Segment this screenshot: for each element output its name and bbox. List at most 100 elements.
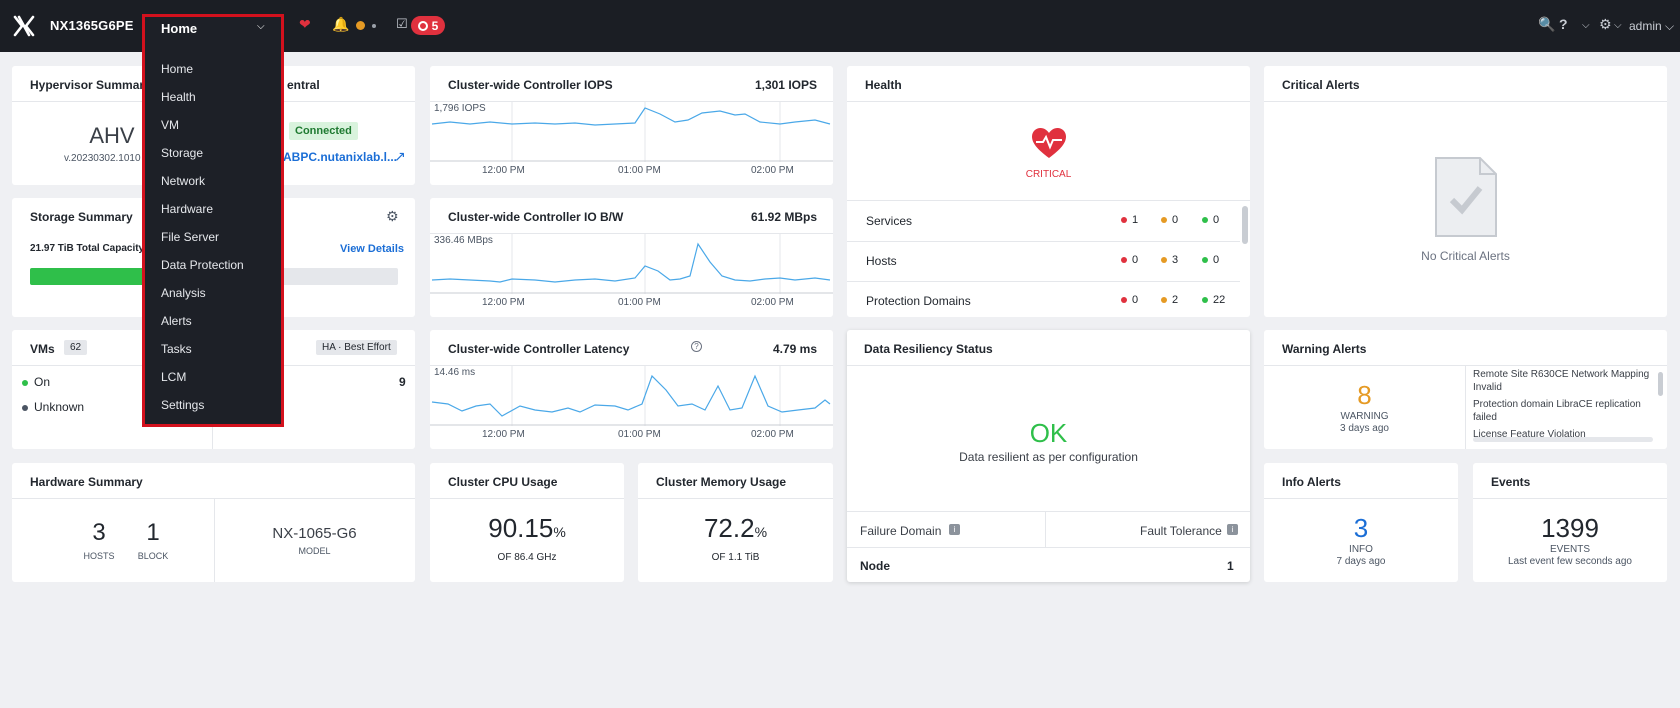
widget-title: Warning Alerts	[1282, 342, 1367, 356]
good-count: 22	[1202, 294, 1225, 306]
alert-count-badge[interactable]: 5	[411, 16, 445, 35]
gear-icon[interactable]: ⚙	[386, 208, 399, 224]
user-name: admin	[1629, 19, 1662, 33]
info-count[interactable]: 3	[1353, 513, 1369, 543]
row-label: Services	[866, 214, 913, 228]
external-link-icon[interactable]: ↗	[394, 148, 406, 164]
divider	[847, 281, 1240, 282]
info-label: INFO	[1349, 544, 1373, 555]
info-icon[interactable]: i	[949, 524, 960, 535]
tasks-icon[interactable]: ☑	[396, 16, 408, 31]
nutanix-logo-icon[interactable]	[12, 14, 36, 38]
critical-count: 1	[1121, 214, 1138, 226]
menu-item-alerts[interactable]: Alerts	[161, 314, 192, 328]
warning-value: 0	[1172, 214, 1179, 226]
menu-item-vm[interactable]: VM	[161, 118, 179, 132]
menu-item-network[interactable]: Network	[161, 174, 206, 188]
prism-central-link[interactable]: ABPC.nutanixlab.l...	[283, 150, 398, 164]
view-details-link[interactable]: View Details	[340, 243, 404, 255]
info-icon[interactable]: i	[1227, 524, 1238, 535]
dropdown-header[interactable]: Home	[161, 21, 198, 36]
prism-central-title: entral	[287, 78, 320, 92]
scrollbar[interactable]	[1242, 206, 1248, 244]
help-icon[interactable]: ?	[691, 341, 702, 352]
divider	[847, 200, 1250, 201]
menu-item-home[interactable]: Home	[161, 62, 194, 76]
scrollbar[interactable]	[1658, 372, 1663, 396]
divider	[847, 365, 1250, 366]
menu-item-hardware[interactable]: Hardware	[161, 202, 214, 216]
cpu-value: 90.15	[488, 513, 554, 543]
chevron-down-icon[interactable]: ⌵	[257, 21, 265, 32]
controller-bandwidth-widget: Cluster-wide Controller IO B/W 61.92 MBp…	[430, 198, 833, 317]
widget-title: Cluster-wide Controller IO B/W	[448, 210, 624, 224]
user-menu[interactable]: admin ⌵	[1629, 19, 1675, 33]
row-label: Protection Domains	[866, 294, 971, 308]
latency-sparkline[interactable]	[430, 366, 833, 426]
x-tick: 02:00 PM	[751, 429, 794, 440]
list-item[interactable]: License Feature Violation	[1473, 429, 1586, 440]
menu-item-settings[interactable]: Settings	[161, 398, 205, 412]
warning-alert-list: Remote Site R630CE Network Mapping Inval…	[1473, 368, 1653, 442]
empty-document-icon	[1435, 157, 1497, 237]
vm-count-badge: 62	[64, 340, 88, 355]
critical-dot	[1121, 217, 1127, 224]
capacity-label: Total Capacity	[76, 243, 145, 254]
warning-dot	[1161, 217, 1167, 224]
menu-item-file-server[interactable]: File Server	[161, 230, 220, 244]
menu-item-health[interactable]: Health	[161, 90, 196, 104]
search-icon[interactable]: 🔍	[1538, 16, 1556, 32]
model-label: MODEL	[298, 546, 331, 556]
nav-menu-list: Home Health VM Storage Network Hardware …	[145, 55, 281, 419]
events-count[interactable]: 1399	[1541, 513, 1599, 543]
info-age: 7 days ago	[1336, 556, 1386, 567]
widget-title: Events	[1491, 475, 1531, 489]
resiliency-status: OK	[1029, 418, 1068, 448]
health-row-services[interactable]: Services 1 0 0	[847, 201, 1242, 241]
x-tick: 02:00 PM	[751, 297, 794, 308]
health-status: CRITICAL	[1025, 169, 1072, 180]
health-row-hosts[interactable]: Hosts 0 3 0	[847, 241, 1242, 281]
cpu-value-group: 90.15%	[430, 513, 624, 544]
blocks-label: BLOCK	[137, 551, 169, 561]
warning-count: 0	[1161, 214, 1178, 226]
menu-item-tasks[interactable]: Tasks	[161, 342, 192, 356]
menu-item-storage[interactable]: Storage	[161, 146, 204, 160]
health-row-protection-domains[interactable]: Protection Domains 0 2 22	[847, 281, 1242, 317]
health-heart-icon[interactable]	[1031, 127, 1067, 159]
bell-icon[interactable]: 🔔	[332, 16, 350, 32]
help-icon[interactable]: ?	[1559, 16, 1568, 32]
divider-vertical	[214, 498, 215, 582]
scrollbar-horizontal[interactable]	[1473, 437, 1653, 442]
on-dot	[22, 379, 28, 386]
bandwidth-sparkline[interactable]	[430, 234, 833, 294]
good-dot	[1202, 297, 1208, 304]
health-widget: Health CRITICAL Services 1 0 0 Hosts 0 3…	[847, 66, 1250, 317]
status-dot-small	[372, 24, 376, 28]
divider	[847, 511, 1250, 512]
list-item[interactable]: Remote Site R630CE Network Mapping Inval…	[1473, 369, 1650, 393]
widget-title: Data Resiliency Status	[864, 342, 993, 356]
alert-count: 5	[431, 18, 439, 33]
node-label: Node	[860, 559, 890, 573]
x-tick: 01:00 PM	[618, 429, 661, 440]
divider	[430, 365, 833, 366]
good-count: 0	[1202, 254, 1219, 266]
cluster-name[interactable]: NX1365G6PE	[50, 18, 134, 33]
menu-item-lcm[interactable]: LCM	[161, 370, 187, 384]
good-dot	[1202, 217, 1208, 224]
no-critical-alerts-text: No Critical Alerts	[1421, 249, 1510, 263]
warning-count[interactable]: 8	[1357, 380, 1372, 410]
memory-value: 72.2	[703, 513, 755, 543]
x-tick: 12:00 PM	[482, 165, 525, 176]
health-heart-icon[interactable]: ❤	[299, 16, 311, 32]
menu-item-analysis[interactable]: Analysis	[161, 286, 206, 300]
warning-count: 3	[1161, 254, 1178, 266]
settings-chevron-icon[interactable]: ⌵	[1614, 20, 1622, 31]
main-nav-dropdown: Home ⌵ Home Health VM Storage Network Ha…	[142, 14, 284, 427]
help-chevron-icon[interactable]: ⌵	[1582, 20, 1590, 31]
gear-icon[interactable]: ⚙	[1599, 16, 1612, 32]
list-item[interactable]: Protection domain LibraCE replication fa…	[1473, 399, 1641, 423]
menu-item-data-protection[interactable]: Data Protection	[161, 258, 244, 272]
iops-sparkline[interactable]	[430, 102, 833, 162]
